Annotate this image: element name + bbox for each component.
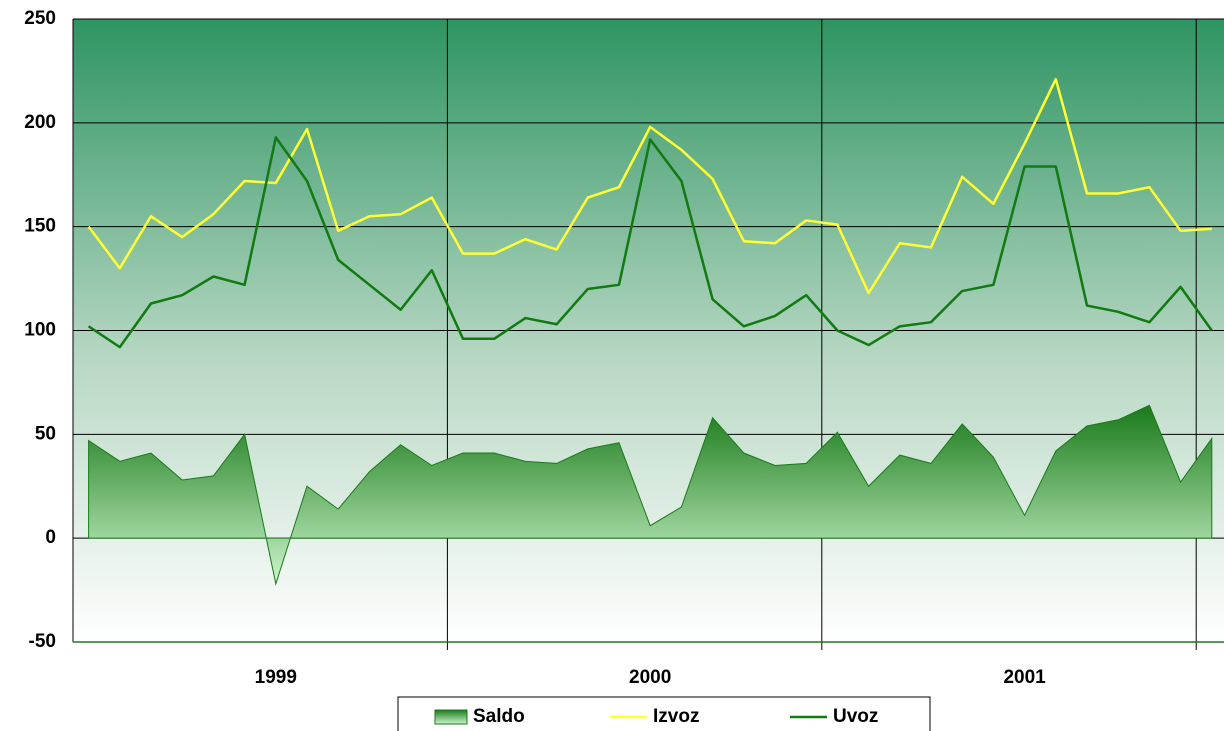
- y-tick-label: -50: [29, 631, 56, 652]
- y-tick-label: 0: [45, 527, 56, 548]
- x-tick-label: 2000: [629, 667, 671, 688]
- y-tick-label: 250: [24, 8, 56, 29]
- saldo-area: [88, 404, 1213, 586]
- x-tick-label: 1999: [255, 667, 297, 688]
- y-tick-label: 50: [35, 423, 56, 444]
- legend-label: Saldo: [473, 706, 525, 727]
- x-tick-label: 2001: [1003, 667, 1046, 688]
- legend-swatch: [434, 709, 468, 725]
- y-tick-label: 200: [24, 112, 56, 133]
- y-tick-label: 150: [24, 216, 56, 237]
- y-tick-label: 100: [24, 320, 56, 341]
- legend-label: Izvoz: [653, 706, 699, 727]
- legend-label: Uvoz: [833, 706, 878, 727]
- series-line: [87, 136, 1213, 349]
- legend-box: [397, 696, 931, 731]
- series-line: [87, 77, 1212, 295]
